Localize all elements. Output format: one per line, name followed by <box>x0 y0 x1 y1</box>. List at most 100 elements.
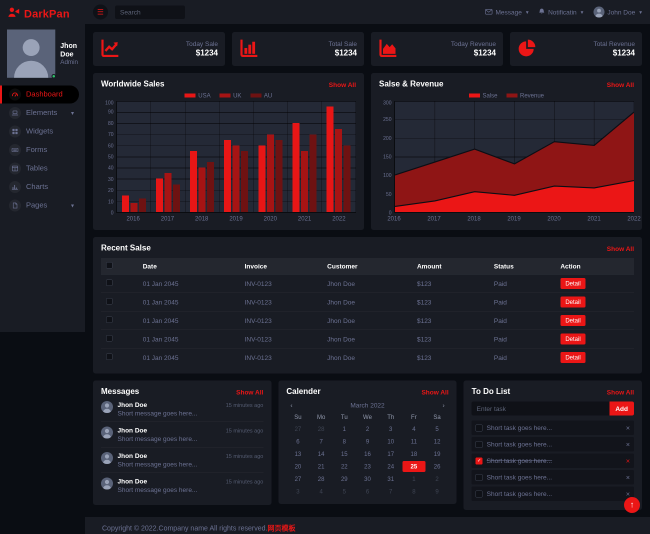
calendar-day[interactable]: 23 <box>364 463 371 470</box>
calendar-day[interactable]: 28 <box>317 475 325 483</box>
calendar-day[interactable]: 27 <box>294 425 302 433</box>
todo-checkbox[interactable] <box>475 473 483 481</box>
calendar-day[interactable]: 27 <box>294 475 302 483</box>
calendar-day[interactable]: 24 <box>387 463 395 470</box>
calendar-day[interactable]: 3 <box>296 488 300 495</box>
cell-invoice: INV-0123 <box>239 311 323 330</box>
back-to-top-button[interactable]: ↑ <box>624 497 640 513</box>
calendar-day[interactable]: 7 <box>389 488 393 495</box>
row-checkbox[interactable] <box>106 335 113 342</box>
sales-revenue-show-all-link[interactable]: Show All <box>606 80 634 89</box>
row-checkbox[interactable] <box>106 298 113 305</box>
calendar-day[interactable]: 26 <box>433 463 441 470</box>
message-item[interactable]: Jhon Doe 15 minutes ago Short message goes… <box>101 473 263 498</box>
calendar-day[interactable]: 18 <box>410 450 418 458</box>
messages-show-all-link[interactable]: Show All <box>236 388 264 396</box>
detail-button[interactable]: Detail <box>560 278 586 289</box>
calendar-day[interactable]: 21 <box>317 463 325 470</box>
todo-checkbox[interactable] <box>475 424 483 432</box>
stat-card-total-sale: Total Sale $1234 <box>232 32 364 66</box>
calendar-day[interactable]: 5 <box>435 425 439 433</box>
todo-add-button[interactable]: Add <box>609 401 635 416</box>
calendar-day[interactable]: 1 <box>342 425 346 433</box>
detail-button[interactable]: Detail <box>560 315 586 326</box>
calendar-day[interactable]: 28 <box>317 425 325 433</box>
message-item[interactable]: Jhon Doe 15 minutes ago Short message goes… <box>101 448 264 473</box>
calendar-day[interactable]: 9 <box>435 488 439 495</box>
sidebar-item-label: Charts <box>26 182 49 192</box>
brand[interactable]: DarkPan <box>0 0 85 26</box>
todo-task-input[interactable] <box>471 401 610 416</box>
row-checkbox[interactable] <box>106 279 113 286</box>
calendar-next-button[interactable]: › <box>442 401 445 410</box>
calendar-day[interactable]: 7 <box>319 438 323 445</box>
sidebar-item-widgets[interactable]: Widgets <box>0 122 79 140</box>
laptop-icon <box>9 106 21 119</box>
calendar-day[interactable]: 1 <box>412 475 416 483</box>
calendar-day[interactable]: 3 <box>389 425 393 433</box>
calendar-day[interactable]: 8 <box>342 438 346 445</box>
todo-checkbox[interactable] <box>475 490 483 498</box>
message-dropdown[interactable]: Message ▾ <box>485 8 529 16</box>
calendar-day[interactable]: 5 <box>342 488 346 495</box>
calendar-panel: Calender Show All ‹ March 2022 › Su Mo Tu W… <box>278 380 457 504</box>
detail-button[interactable]: Detail <box>560 352 586 363</box>
calendar-day[interactable]: 16 <box>364 450 371 458</box>
row-checkbox[interactable] <box>106 353 113 360</box>
calendar-day[interactable]: 15 <box>340 450 348 458</box>
calendar-day-selected[interactable]: 25 <box>402 461 426 472</box>
calendar-day[interactable]: 20 <box>294 463 302 470</box>
stat-card-label: Total Revenue <box>593 40 635 48</box>
calendar-day[interactable]: 17 <box>387 450 395 458</box>
select-all-checkbox[interactable] <box>106 262 113 269</box>
calendar-show-all-link[interactable]: Show All <box>421 388 449 396</box>
profile-dropdown[interactable]: John Doe ▾ <box>593 6 642 18</box>
calendar-day[interactable]: 22 <box>340 463 348 470</box>
sidebar-item-charts[interactable]: Charts <box>0 178 79 196</box>
calendar-day[interactable]: 13 <box>294 450 302 458</box>
sidebar-item-dashboard[interactable]: Dashboard <box>0 85 79 104</box>
recent-sales-show-all-link[interactable]: Show All <box>606 244 634 253</box>
search-input[interactable] <box>115 5 185 19</box>
calendar-day[interactable]: 6 <box>296 438 300 445</box>
calendar-day[interactable]: 29 <box>340 475 348 483</box>
todo-remove-icon[interactable]: × <box>625 473 631 482</box>
message-item[interactable]: Jhon Doe 15 minutes ago Short message goes… <box>101 397 264 422</box>
calendar-prev-button[interactable]: ‹ <box>290 401 293 410</box>
calendar-day[interactable]: 8 <box>412 488 416 495</box>
todo-remove-icon[interactable]: × <box>625 489 631 498</box>
sidebar-toggle-button[interactable]: ☰ <box>93 4 108 20</box>
worldwide-sales-show-all-link[interactable]: Show All <box>328 80 356 89</box>
todo-remove-icon[interactable]: × <box>625 423 631 432</box>
legend-label: Revenue <box>519 92 545 99</box>
calendar-day[interactable]: 4 <box>319 488 323 495</box>
sidebar-item-elements[interactable]: Elements ▾ <box>0 104 79 122</box>
calendar-day[interactable]: 4 <box>412 425 416 433</box>
sidebar-item-tables[interactable]: Tables <box>0 159 79 177</box>
calendar-day[interactable]: 12 <box>433 438 441 445</box>
todo-checkbox-checked[interactable]: ✓ <box>475 457 483 465</box>
calendar-day[interactable]: 9 <box>365 438 370 445</box>
calendar-day[interactable]: 30 <box>364 475 371 483</box>
sidebar-item-pages[interactable]: Pages ▾ <box>0 196 79 214</box>
calendar-day[interactable]: 2 <box>435 475 439 483</box>
todo-remove-icon[interactable]: × <box>625 456 631 465</box>
todo-show-all-link[interactable]: Show All <box>606 388 635 396</box>
footer-link[interactable]: 网页模板 <box>267 524 296 532</box>
calendar-day[interactable]: 2 <box>365 425 370 433</box>
todo-remove-icon[interactable]: × <box>625 440 631 449</box>
sidebar-item-forms[interactable]: Forms <box>0 141 79 159</box>
calendar-day[interactable]: 19 <box>433 450 441 458</box>
calendar-day[interactable]: 11 <box>410 438 417 445</box>
detail-button[interactable]: Detail <box>560 333 586 345</box>
calendar-day[interactable]: 6 <box>365 488 370 495</box>
calendar-day[interactable]: 14 <box>317 450 325 458</box>
row-checkbox[interactable] <box>106 316 113 323</box>
todo-checkbox[interactable] <box>475 440 483 448</box>
sidebar-user[interactable]: Jhon Doe Admin <box>0 26 85 85</box>
message-item[interactable]: Jhon Doe 15 minutes ago Short message goes… <box>101 422 264 448</box>
detail-button[interactable]: Detail <box>560 296 586 308</box>
calendar-day[interactable]: 31 <box>387 475 395 483</box>
notification-dropdown[interactable]: Notificatin ▾ <box>539 8 583 17</box>
calendar-day[interactable]: 10 <box>387 438 395 445</box>
